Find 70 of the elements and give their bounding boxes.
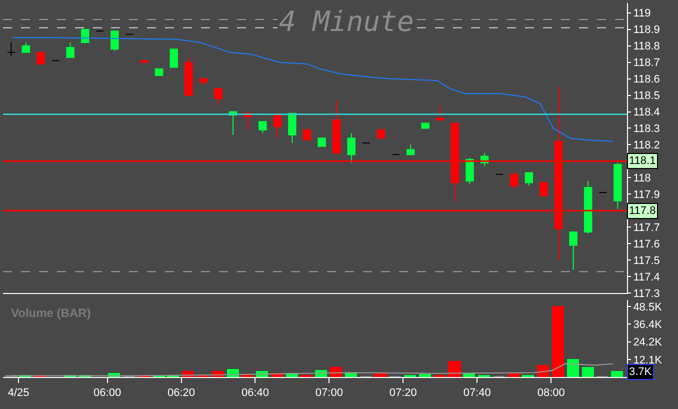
- candlestick: [22, 42, 30, 53]
- x-tick-label: 07:00: [315, 387, 343, 400]
- candlestick: [36, 52, 45, 64]
- candlestick: [347, 132, 356, 164]
- candlestick: [288, 112, 296, 144]
- bar: [448, 360, 461, 377]
- y-tick-label: 118: [633, 172, 651, 185]
- candlestick: [376, 129, 386, 139]
- candlestick: [110, 30, 119, 52]
- y-tick-label: 117.3: [633, 288, 660, 300]
- y-tick-label: 118.7: [633, 57, 660, 70]
- y-tick-label: 118.2: [633, 140, 660, 152]
- annotation: 3.7K: [629, 366, 652, 378]
- x-tick-label: 06:00: [94, 387, 122, 400]
- y-tick-label: 118.5: [633, 90, 660, 102]
- candlestick: [436, 104, 444, 120]
- bar: [537, 364, 549, 377]
- bar: [419, 374, 431, 377]
- y-tick-label: 36.4K: [633, 318, 663, 331]
- candlestick: [466, 157, 474, 185]
- bar: [345, 372, 357, 377]
- bar: [567, 358, 579, 377]
- y-tick-label: 12.1K: [633, 354, 663, 366]
- candlestick: [510, 172, 518, 190]
- y-tick-label: 24.2K: [633, 336, 663, 349]
- y-tick-label: 119: [633, 8, 651, 20]
- candlestick: [170, 48, 178, 68]
- candlestick: [184, 56, 193, 96]
- x-tick-label: 08:00: [537, 387, 565, 400]
- candlestick: [318, 138, 326, 147]
- candlestick: [421, 122, 430, 129]
- y-tick-label: 117.6: [633, 238, 660, 250]
- y-tick-label: 117.9: [633, 188, 660, 201]
- candlestick: [273, 114, 282, 139]
- bar: [582, 366, 594, 377]
- line-series: [12, 37, 614, 142]
- ref-line-label: 118.1: [629, 155, 656, 167]
- x-tick-label: 07:20: [389, 387, 417, 400]
- y-tick-label: 118.8: [633, 40, 660, 53]
- candlestick: [302, 129, 312, 140]
- candlestick: [569, 232, 578, 270]
- y-tick-label: 118.9: [633, 24, 660, 36]
- y-tick-label: 117.7: [633, 222, 660, 234]
- candlestick: [140, 60, 148, 63]
- candlestick: [584, 180, 592, 234]
- x-tick-label: 06:20: [167, 387, 196, 400]
- candlestick: [66, 42, 74, 58]
- candlestick: [614, 162, 622, 210]
- candlestick: [524, 172, 534, 186]
- y-tick-label: 118.6: [633, 74, 660, 86]
- candlestick: [7, 42, 16, 56]
- line-series: [12, 363, 614, 376]
- bar: [611, 370, 623, 377]
- candlestick: [258, 121, 267, 134]
- candlestick: [214, 88, 222, 106]
- candlestick: [406, 144, 415, 156]
- x-tick-label: 07:40: [463, 387, 491, 400]
- y-tick-label: 118.4: [633, 106, 660, 119]
- y-tick-label: 117.4: [633, 271, 660, 284]
- candlestick: [540, 182, 548, 196]
- x-tick-label: 4/25: [8, 387, 30, 400]
- chart-title: 4 Minute: [279, 5, 414, 38]
- y-tick-label: 118.3: [633, 123, 660, 136]
- y-tick-label: 48.5K: [633, 301, 663, 314]
- x-tick-label: 06:40: [241, 387, 270, 400]
- ref-line-label: 117.8: [629, 205, 656, 217]
- bar: [552, 306, 564, 377]
- y-tick-label: 117.5: [633, 254, 660, 267]
- candlestick: [154, 68, 164, 76]
- candlestick: [332, 100, 341, 154]
